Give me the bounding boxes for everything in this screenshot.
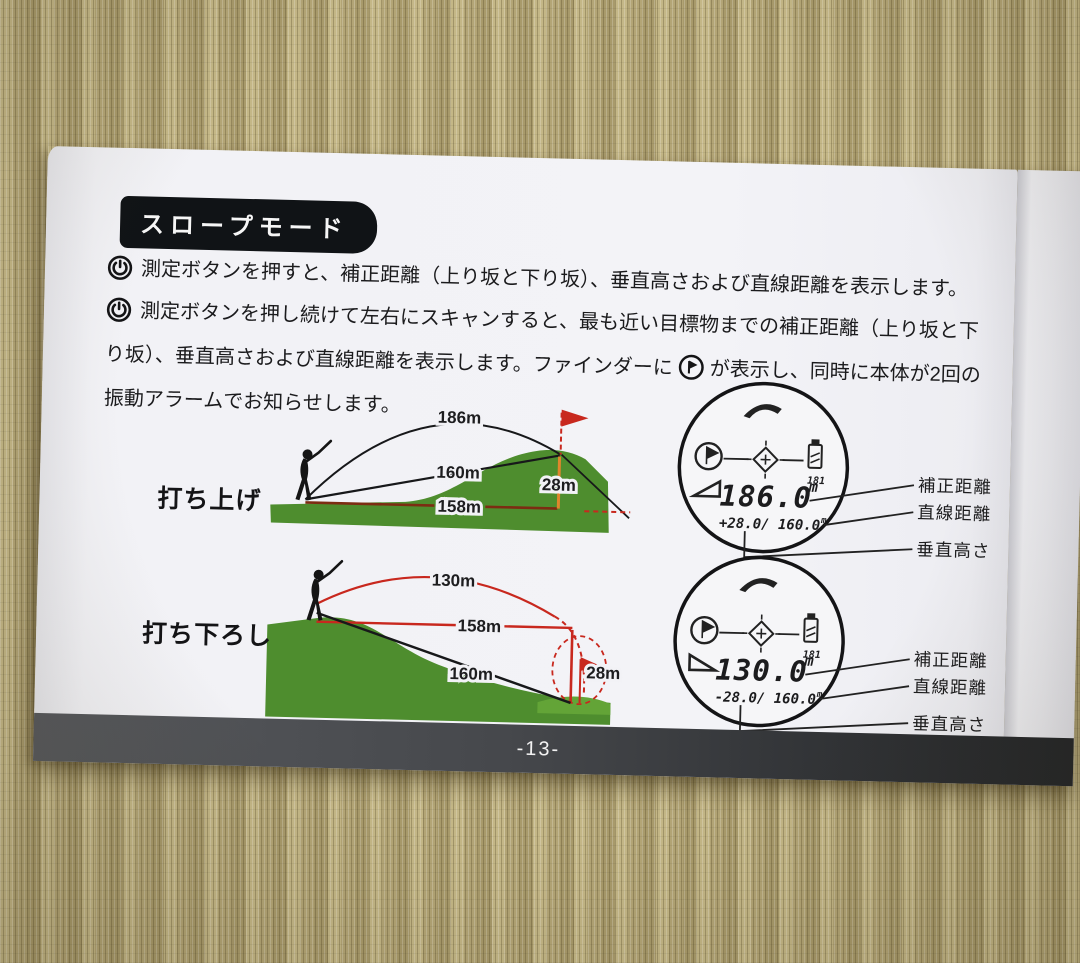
height-line [569,629,574,702]
sub-distance-unit: m [816,690,823,700]
callout-straight: 直線距離 [917,502,991,524]
callout-vertical: 垂直高さ [912,713,986,735]
main-distance-value: 130.0 [715,652,808,688]
ball-arc-line [304,422,562,501]
section-title-badge: スロープモード [119,195,378,255]
pin-lock-flag [701,619,716,639]
instruction-item-2: 測定ボタンを押し続けて左右にスキャンすると、最も近い目標物までの補正距離（上り坂… [103,291,990,439]
pin-flag-icon [677,353,705,394]
hill-shape [265,617,611,725]
main-distance-unit: m [808,478,818,496]
golfer-icon [295,439,333,501]
golfer-icon [306,560,344,621]
sub-distance-value: +28.0/ 160.0 [719,516,821,534]
pin-lock-flag [705,445,720,465]
mode-indicator: 181 [807,476,825,487]
sight-extension-line [560,453,630,519]
sub-distance-value: -28.0/ 160.0 [715,689,817,707]
manual-booklet: スロープモード 測定ボタンを押すと、補正距離（上り坂と下り坂）、垂直高さおよび直… [32,146,1080,787]
callout-line-straight [823,511,914,526]
straight-distance-label: 160m [436,463,480,483]
callout-line-corrected [805,658,910,676]
arc-distance-label: 130m [432,571,476,591]
height-line [556,456,562,509]
callout-vertical: 垂直高さ [916,539,990,561]
slope-mode-icon [743,404,782,419]
power-button-icon [106,254,133,294]
diagram-downhill: 130m 158m 160m 28m 打ち下ろし [142,560,624,725]
rangefinder-display-uphill: 181 186.0 m +28.0/ 160.0 m 補正距離 直線距離 垂直高… [677,381,992,561]
horizontal-line [316,620,573,630]
straight-distance-label: 160m [449,664,493,684]
reticle-right-line [778,633,800,636]
target-dashed-ellipse [551,635,608,706]
main-distance-value: 186.0 [719,479,812,515]
section-title: スロープモード [139,211,349,244]
viewfinder-circle [677,381,850,554]
rangefinder-display-downhill: 181 130.0 m -28.0/ 160.0 m 補正距離 直線距離 垂直高… [673,555,988,735]
instruction-text: 測定ボタンを押すと、補正距離（上り坂と下り坂）、垂直高さおよび直線距離を表示しま… [140,258,969,301]
crosshair-reticle [742,614,781,653]
horizontal-distance-label: 158m [457,616,501,636]
callout-line-straight [819,685,910,700]
flag-icon [580,657,598,672]
diagram-title: 打ち上げ [157,485,262,516]
slope-mode-icon [739,578,778,593]
horizontal-distance-label: 158m [437,497,481,517]
pin-lock-icon [694,442,723,471]
mode-indicator: 181 [803,650,821,661]
angle-icon [688,479,722,498]
reticle-right-line [782,459,804,462]
height-label: 28m [542,475,576,495]
callout-corrected: 補正距離 [913,649,987,671]
flag-icon [561,409,589,427]
reticle-left-line [719,631,745,635]
ball-arc-line [316,575,556,618]
instruction-item-1: 測定ボタンを押すと、補正距離（上り坂と下り坂）、垂直高さおよび直線距離を表示しま… [106,249,991,315]
height-label: 28m [586,663,620,683]
horizontal-dashed-line [584,510,631,514]
arc-distance-label: 186m [438,408,482,428]
flag-pole [559,412,563,455]
sub-distance-unit: m [820,516,827,526]
callout-straight: 直線距離 [913,676,987,698]
power-button-icon [105,296,132,336]
main-distance-unit: m [803,652,813,670]
battery-icon [807,439,823,469]
diagram-uphill: 186m 160m 158m 28m 打ち上げ [157,405,631,533]
battery-icon [803,613,819,643]
straight-line [316,611,571,705]
viewfinder-circle [673,555,845,728]
straight-line [305,454,560,501]
reticle-left-line [723,457,749,461]
angle-icon [688,652,721,672]
horizontal-line [305,501,558,510]
arc-dashed-drop [554,615,586,695]
page-number: -13- [516,737,561,761]
crosshair-reticle [746,440,785,479]
pin-lock-icon [690,615,719,645]
hill-shape [270,450,609,533]
callout-corrected: 補正距離 [918,475,992,497]
callout-line-corrected [809,484,915,502]
diagram-title: 打ち下ろし [142,619,273,650]
manual-page: スロープモード 測定ボタンを押すと、補正距離（上り坂と下り坂）、垂直高さおよび直… [32,146,1018,785]
green-mound [537,696,611,715]
